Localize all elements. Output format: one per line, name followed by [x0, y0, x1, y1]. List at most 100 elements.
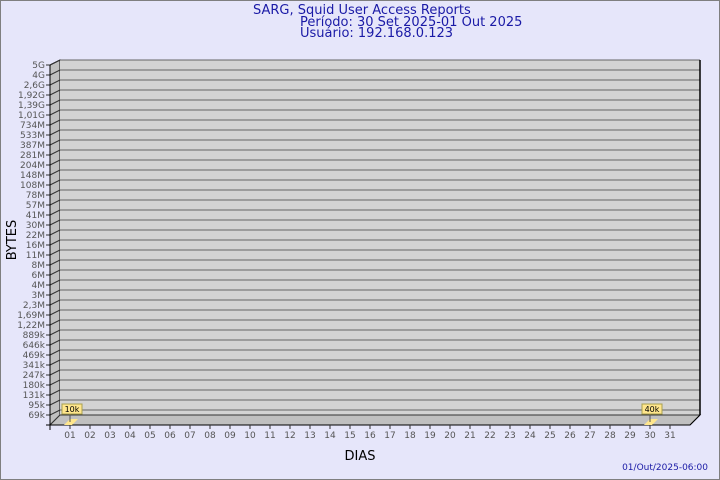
bar-label-box	[641, 403, 663, 415]
grid-side-line	[49, 169, 61, 176]
x-tick-label: 29	[624, 431, 636, 441]
chart-period: Período: 30 Set 2025-01 Out 2025	[300, 15, 523, 30]
x-tick-label: 20	[444, 431, 456, 441]
y-tick-label: 131k	[23, 391, 46, 401]
back-wall	[60, 60, 700, 415]
bar-value-label: 10k	[65, 405, 80, 414]
grid-side-line	[49, 209, 61, 216]
y-tick-label: 22M	[26, 231, 45, 241]
y-tick-label: 41M	[26, 211, 45, 221]
x-tick-label: 25	[544, 431, 555, 441]
y-tick-label: 1,92G	[18, 91, 45, 101]
x-tick-label: 18	[404, 431, 416, 441]
x-tick-label: 30	[644, 431, 656, 441]
x-axis-end	[689, 414, 701, 426]
y-tick-label: 889k	[23, 331, 46, 341]
y-tick-label: 108M	[20, 181, 45, 191]
bar-value-label: 40k	[645, 405, 660, 414]
y-tick-label: 6M	[32, 271, 46, 281]
grid-side-line	[49, 259, 61, 266]
y-tick-label: 1,39G	[18, 101, 45, 111]
x-tick-label: 07	[184, 431, 195, 441]
x-axis-label: DIAS	[345, 449, 376, 464]
y-tick-label: 16M	[26, 241, 45, 251]
y-tick-label: 4G	[32, 71, 45, 81]
grid-side-line	[49, 159, 61, 166]
y-tick-label: 734M	[20, 121, 45, 131]
y-tick-label: 57M	[26, 201, 45, 211]
bar-30	[644, 419, 658, 425]
grid-side-line	[49, 149, 61, 156]
grid-side-line	[49, 139, 61, 146]
grid-side-line	[49, 339, 61, 346]
y-tick-label: 646k	[23, 341, 46, 351]
chart-title: SARG, Squid User Access Reports	[253, 3, 471, 18]
x-tick-label: 09	[224, 431, 236, 441]
y-tick-label: 5G	[32, 61, 45, 71]
x-tick-label: 08	[204, 431, 216, 441]
grid-side-line	[49, 309, 61, 316]
chart-user: Usuário: 192.168.0.123	[300, 26, 454, 41]
y-tick-label: 30M	[26, 221, 45, 231]
x-tick-label: 14	[324, 431, 336, 441]
y-tick-label: 281M	[20, 151, 45, 161]
x-tick-label: 26	[564, 431, 576, 441]
y-tick-label: 2,6G	[24, 81, 45, 91]
grid-side-line	[49, 279, 61, 286]
y-tick-label: 387M	[20, 141, 45, 151]
x-tick-label: 01	[64, 431, 75, 441]
grid-side-line	[49, 69, 61, 76]
grid-side-line	[49, 219, 61, 226]
grid-side-line	[49, 269, 61, 276]
grid-side-line	[49, 199, 61, 206]
x-tick-label: 03	[104, 431, 115, 441]
grid-side-line	[49, 299, 61, 306]
grid-side-line	[49, 119, 61, 126]
x-tick-label: 22	[484, 431, 495, 441]
grid-side-line	[49, 389, 61, 396]
x-tick-label: 15	[344, 431, 355, 441]
grid-side-line	[49, 129, 61, 136]
grid-side-line	[49, 109, 61, 116]
x-tick-label: 28	[604, 431, 616, 441]
grid-side-line	[49, 189, 61, 196]
x-tick-label: 16	[364, 431, 376, 441]
y-tick-label: 95k	[28, 401, 45, 411]
y-tick-label: 11M	[26, 251, 45, 261]
grid-side-line	[49, 99, 61, 106]
y-tick-label: 78M	[26, 191, 45, 201]
footer-timestamp: 01/Out/2025-06:00	[622, 463, 708, 473]
grid-side-line	[49, 59, 61, 66]
grid-side-line	[49, 89, 61, 96]
x-tick-label: 13	[304, 431, 315, 441]
x-tick-label: 02	[84, 431, 95, 441]
y-tick-label: 469k	[23, 351, 46, 361]
x-tick-label: 04	[124, 431, 136, 441]
x-tick-label: 24	[524, 431, 536, 441]
y-tick-label: 69k	[28, 411, 45, 421]
grid-side-line	[49, 79, 61, 86]
x-tick-label: 12	[284, 431, 295, 441]
y-tick-label: 341k	[23, 361, 46, 371]
x-tick-label: 23	[504, 431, 515, 441]
grid-side-line	[49, 329, 61, 336]
grid-side-line	[49, 409, 61, 416]
grid-side-line	[49, 369, 61, 376]
y-tick-label: 1,69M	[17, 311, 45, 321]
bar-01	[64, 419, 78, 425]
grid-side-line	[49, 359, 61, 366]
x-tick-label: 10	[244, 431, 256, 441]
x-tick-label: 21	[464, 431, 475, 441]
x-tick-label: 05	[144, 431, 155, 441]
grid-side-line	[49, 239, 61, 246]
x-tick-label: 17	[384, 431, 395, 441]
floor	[48, 414, 702, 426]
grid-side-line	[49, 249, 61, 256]
grid-side-line	[49, 319, 61, 326]
y-tick-label: 204M	[20, 161, 45, 171]
y-tick-label: 533M	[20, 131, 45, 141]
grid-side-line	[49, 179, 61, 186]
y-tick-label: 2,3M	[23, 301, 45, 311]
y-tick-label: 4M	[32, 281, 46, 291]
y-axis-label: BYTES	[5, 220, 20, 261]
